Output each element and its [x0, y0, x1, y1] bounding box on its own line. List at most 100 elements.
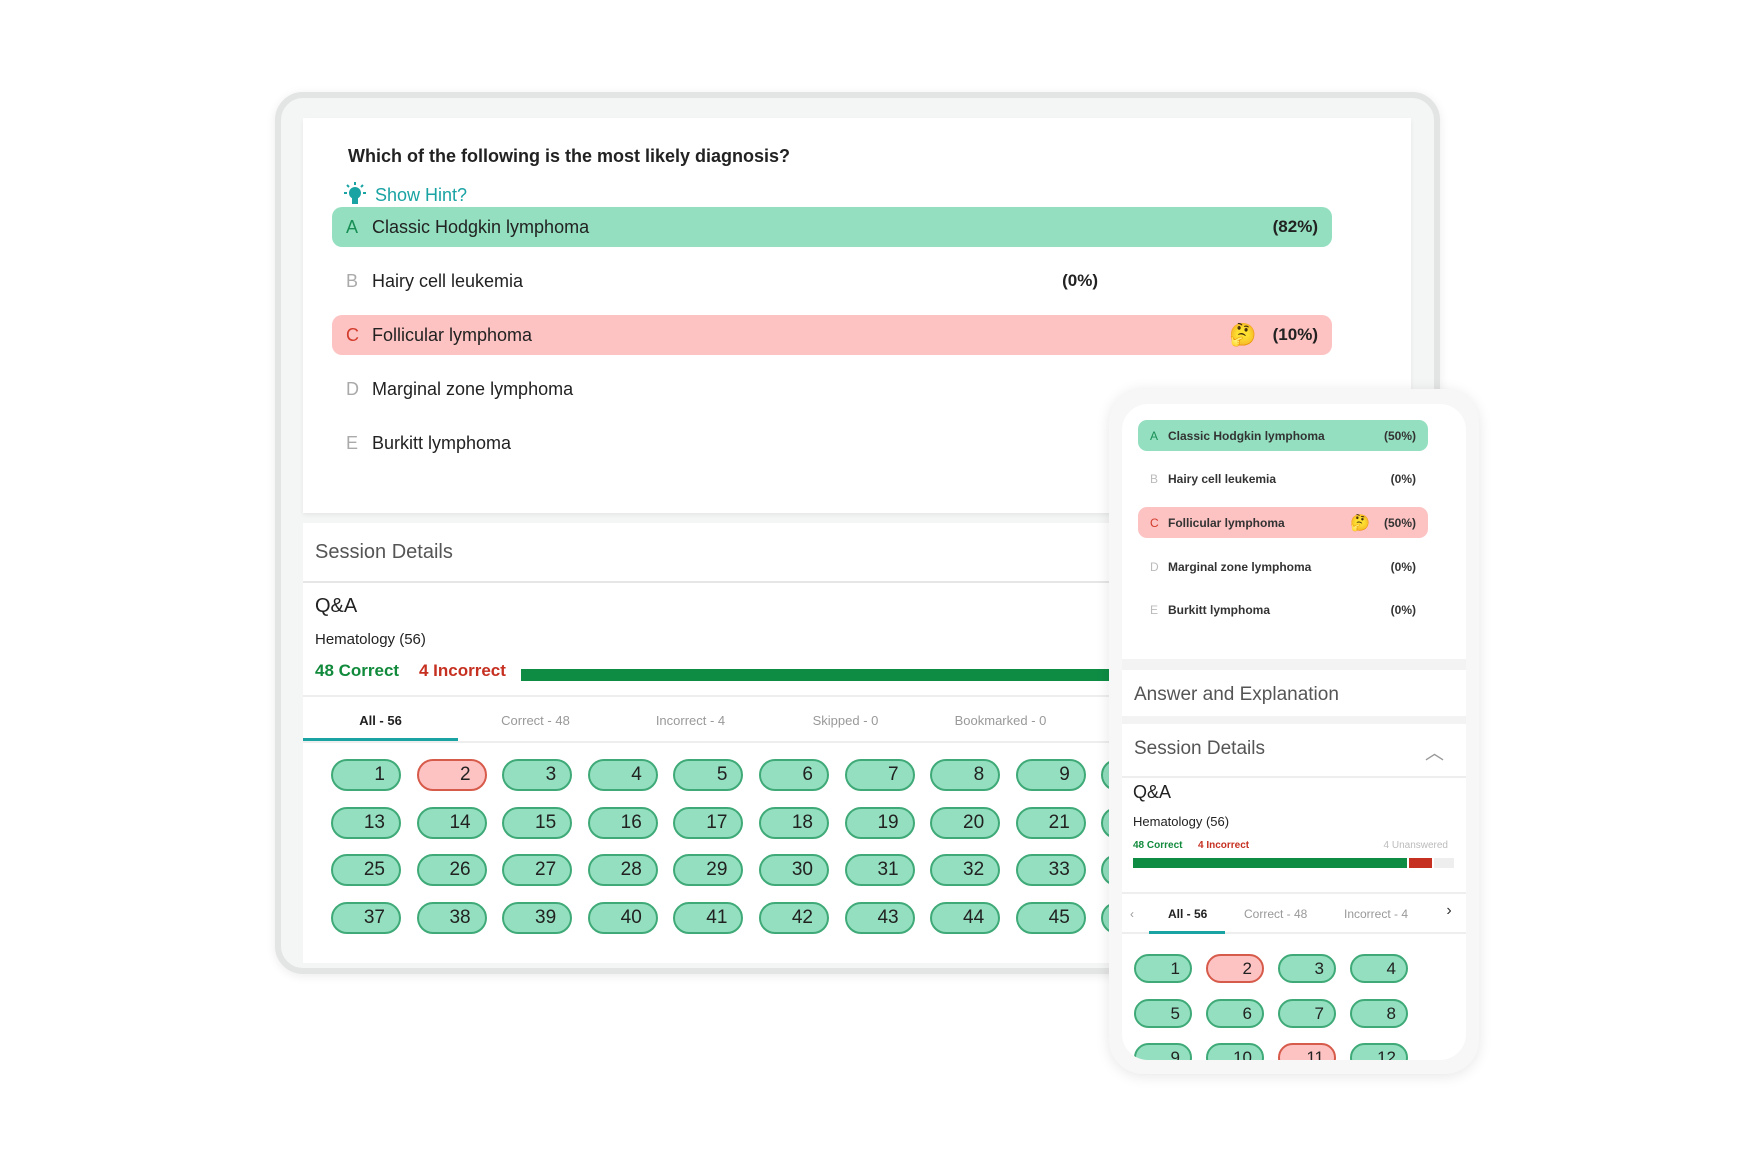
question-pill[interactable]: 7: [844, 759, 915, 791]
question-pill[interactable]: 40: [587, 901, 658, 934]
answer-option[interactable]: E Burkitt lymphoma: [332, 423, 1112, 463]
question-pill[interactable]: 37: [331, 901, 401, 934]
chevron-up-icon[interactable]: ︿: [1424, 743, 1444, 764]
mobile-qa-label: Q&A: [1133, 782, 1172, 802]
question-pill[interactable]: 18: [759, 806, 829, 839]
question-pill[interactable]: 45: [1015, 901, 1086, 934]
desktop-frame: Which of the following is the most likel…: [275, 92, 1440, 974]
option-text: Hairy cell leukemia: [372, 270, 524, 291]
question-pill[interactable]: 4: [587, 759, 658, 791]
option-letter: D: [1150, 559, 1159, 574]
answer-explanation-section[interactable]: Answer and Explanation: [1122, 670, 1466, 716]
question-panel: Which of the following is the most likel…: [303, 118, 1411, 513]
question-pill[interactable]: [1101, 806, 1109, 839]
question-pill[interactable]: 16: [587, 806, 658, 839]
mobile-question-pill[interactable]: 4: [1350, 954, 1408, 983]
mobile-frame: A Classic Hodgkin lymphoma (50%) B Hairy cel…: [1109, 389, 1479, 1074]
mobile-correct: 48 Correct: [1133, 840, 1183, 851]
progress-bar: [521, 669, 1109, 681]
mobile-tab-all[interactable]: All - 56: [1168, 907, 1208, 921]
answer-option[interactable]: B Hairy cell leukemia (0%): [332, 261, 1112, 301]
mobile-question-pill[interactable]: 1: [1134, 954, 1192, 983]
tab-0[interactable]: All - 56: [303, 697, 458, 741]
chevron-right-icon[interactable]: ›: [1432, 902, 1466, 920]
answer-option[interactable]: A Classic Hodgkin lymphoma (82%): [332, 207, 1332, 247]
question-pill[interactable]: 9: [1015, 759, 1086, 791]
mobile-question-pill[interactable]: 3: [1278, 954, 1336, 983]
question-pill[interactable]: [1101, 854, 1109, 886]
mobile-subject: Hematology (56): [1133, 814, 1230, 829]
question-pill[interactable]: 2: [416, 759, 487, 791]
answer-option[interactable]: C Follicular lymphoma 🤔 (10%): [332, 315, 1332, 355]
question-pill[interactable]: 13: [331, 806, 401, 839]
tab-1[interactable]: Correct - 48: [501, 713, 570, 728]
question-pill[interactable]: 33: [1015, 854, 1086, 886]
option-percent: (82%): [1272, 217, 1318, 236]
mobile-question-pill[interactable]: 9: [1134, 1043, 1192, 1060]
mobile-answer-option[interactable]: B Hairy cell leukemia (0%): [1138, 464, 1428, 495]
question-pill[interactable]: 28: [587, 854, 658, 886]
option-letter: A: [1150, 428, 1159, 443]
mobile-question-pill[interactable]: 5: [1134, 998, 1192, 1028]
mobile-session-title: Session Details: [1134, 738, 1265, 759]
filter-tabs: All - 56 Correct - 48 Incorrect - 4 Skipped…: [303, 695, 1109, 743]
tab-4[interactable]: Bookmarked - 0: [954, 713, 1047, 728]
question-pill[interactable]: 5: [673, 759, 744, 791]
tab-2[interactable]: Incorrect - 4: [655, 713, 726, 728]
mobile-question-panel: A Classic Hodgkin lymphoma (50%) B Hairy cel…: [1122, 404, 1466, 659]
question-pill[interactable]: 8: [930, 759, 1001, 791]
question-pill[interactable]: 1: [331, 759, 401, 791]
tab-3[interactable]: Skipped - 0: [812, 713, 879, 728]
question-pill[interactable]: 39: [502, 901, 573, 934]
chevron-left-icon[interactable]: ‹: [1130, 907, 1134, 921]
answer-option[interactable]: D Marginal zone lymphoma: [332, 369, 1112, 409]
question-pill[interactable]: 31: [844, 854, 915, 886]
question-pill[interactable]: 20: [930, 806, 1001, 839]
question-pill[interactable]: 21: [1015, 806, 1086, 839]
mobile-question-pill[interactable]: 12: [1350, 1043, 1408, 1060]
question-pill[interactable]: 19: [844, 806, 915, 839]
mobile-question-pill[interactable]: 6: [1206, 998, 1264, 1028]
question-pill[interactable]: [1101, 901, 1109, 934]
session-title[interactable]: Session Details: [303, 523, 1109, 583]
mobile-answer-option[interactable]: D Marginal zone lymphoma (0%): [1138, 551, 1428, 582]
mobile-qa-block: Q&A Hematology (56) 48 Correct 4 Incorre…: [1122, 778, 1466, 892]
question-pill[interactable]: 30: [759, 854, 829, 886]
question-pill[interactable]: 38: [416, 901, 487, 934]
question-pill[interactable]: 17: [673, 806, 744, 839]
mobile-question-pill[interactable]: 8: [1350, 998, 1408, 1028]
mobile-answer-option[interactable]: A Classic Hodgkin lymphoma (50%): [1138, 420, 1428, 451]
mobile-question-pill[interactable]: 2: [1206, 954, 1264, 983]
option-percent: (0%): [1390, 472, 1416, 487]
mobile-answer-option[interactable]: E Burkitt lymphoma (0%): [1138, 595, 1428, 626]
option-text: Marginal zone lymphoma: [372, 378, 574, 399]
question-pill[interactable]: 25: [331, 854, 401, 886]
option-percent: (0%): [1390, 559, 1416, 574]
question-pill[interactable]: 26: [416, 854, 487, 886]
question-pill[interactable]: 15: [502, 806, 573, 839]
mobile-session-header[interactable]: Session Details ︿: [1122, 724, 1466, 778]
question-pill[interactable]: 32: [930, 854, 1001, 886]
question-pill[interactable]: 6: [759, 759, 829, 791]
show-hint-link[interactable]: Show Hint?: [343, 182, 467, 208]
option-percent: (50%): [1383, 428, 1416, 443]
mobile-answer-option[interactable]: C Follicular lymphoma 🤔 (50%): [1138, 507, 1428, 539]
question-pill[interactable]: 41: [673, 901, 744, 934]
option-letter: D: [346, 378, 359, 399]
question-pill[interactable]: 14: [416, 806, 487, 839]
question-pill[interactable]: [1101, 759, 1109, 791]
question-pill[interactable]: 29: [673, 854, 744, 886]
question-pill[interactable]: 27: [502, 854, 573, 886]
mobile-tab-incorrect[interactable]: Incorrect - 4: [1344, 907, 1409, 921]
mobile-question-pill[interactable]: 11: [1278, 1043, 1336, 1060]
question-pill[interactable]: 44: [930, 901, 1001, 934]
question-pill[interactable]: 3: [502, 759, 573, 791]
question-pill[interactable]: 42: [759, 901, 829, 934]
option-percent: (10%): [1272, 325, 1318, 344]
mobile-question-pill[interactable]: 10: [1206, 1043, 1264, 1060]
question-pill[interactable]: 43: [844, 901, 915, 934]
mobile-tab-correct[interactable]: Correct - 48: [1244, 907, 1308, 921]
mobile-question-pill[interactable]: 7: [1278, 998, 1336, 1028]
option-letter: C: [346, 324, 359, 345]
session-details: Session Details Q&A Hematology (56) 48 C…: [303, 523, 1109, 963]
